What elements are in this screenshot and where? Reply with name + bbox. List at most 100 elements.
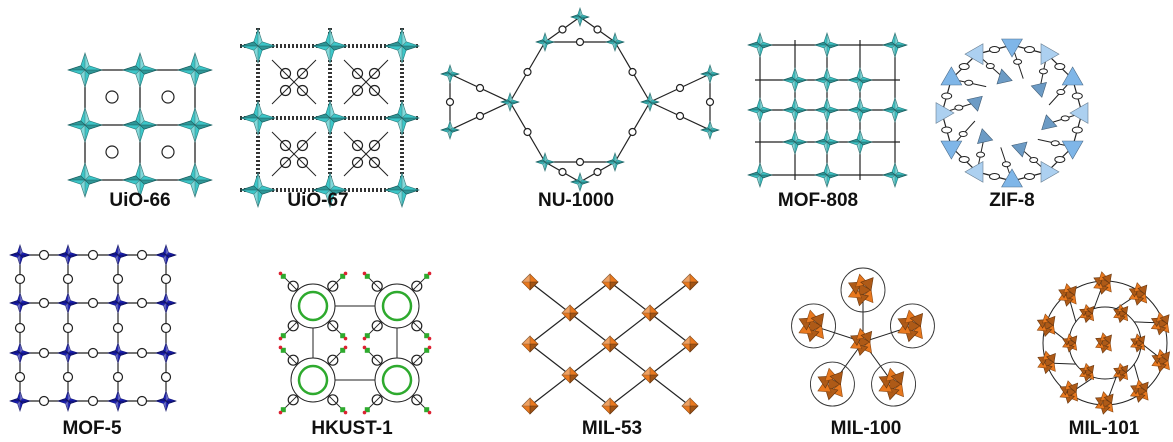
octahedron-face (190, 69, 196, 88)
octahedron-face (577, 181, 581, 192)
octahedron-face (649, 92, 653, 103)
zn-tetrahedron (1061, 140, 1084, 160)
tetrahedron-node (1065, 289, 1076, 301)
structure-mil100 (775, 262, 955, 422)
octahedron-face (579, 181, 590, 185)
supertetrahedron-cluster (1079, 362, 1095, 382)
octahedron-face (894, 44, 908, 49)
metal-cluster (814, 67, 840, 93)
imidazolate-ring (985, 63, 995, 70)
metal-cluster (535, 32, 555, 52)
octahedron-face (612, 161, 616, 172)
supertetrahedron-cluster (1113, 362, 1129, 382)
linker-ring (558, 167, 567, 177)
metal-cluster (700, 120, 720, 140)
metal-cluster (384, 28, 420, 64)
octahedron-face (240, 41, 259, 47)
octahedron-face (67, 400, 79, 404)
metal-cluster (9, 390, 31, 412)
octahedron-face (544, 152, 548, 163)
octahedron-face (107, 300, 119, 304)
octahedron-face (449, 73, 460, 77)
tetrahedron-node (1102, 397, 1112, 409)
octahedron-face (814, 138, 828, 143)
octahedron-face (859, 109, 873, 114)
imidazolate-ring (1071, 92, 1083, 100)
tetrahedron-node (1102, 334, 1112, 345)
octahedron-face (794, 141, 808, 146)
label-nu1000: NU-1000 (537, 190, 615, 211)
tetrahedron-node (889, 376, 902, 392)
tetrahedron-node (858, 282, 872, 298)
octahedron-face (542, 41, 546, 52)
octahedron-face (709, 120, 713, 131)
octahedron-face (84, 69, 103, 75)
metal-cluster (122, 107, 158, 143)
octahedron-face (65, 352, 69, 364)
octahedron-face (67, 254, 79, 258)
mof5-framework-diagram (9, 244, 177, 412)
al-chain-node (641, 366, 659, 384)
node-face-light (601, 273, 611, 283)
octahedron-face (756, 44, 761, 58)
linker-ring (136, 249, 148, 261)
octahedron-face (67, 65, 86, 71)
zn-tetrahedron (1001, 38, 1023, 58)
copper-node (424, 407, 430, 413)
node-face-dark (609, 343, 619, 353)
octahedron-face (401, 172, 407, 191)
linker-bond (609, 312, 651, 345)
octahedron-face (759, 44, 773, 49)
metal-cluster (177, 107, 213, 143)
copper-node (340, 347, 346, 353)
structure-uio66 (60, 40, 220, 198)
octahedron-face (507, 101, 511, 112)
node-face-dark (689, 343, 699, 353)
node-face-dark (569, 374, 579, 384)
metal-cluster (155, 342, 177, 364)
node-face-dark (529, 343, 539, 353)
metal-cluster (605, 152, 625, 172)
octahedron-face (823, 44, 828, 58)
octahedron-face (67, 352, 79, 356)
octahedron-face (194, 107, 200, 126)
octahedron-face (826, 141, 840, 146)
uio66-framework-diagram (67, 52, 213, 198)
octahedron-face (139, 124, 158, 130)
metal-cluster (57, 244, 79, 266)
octahedron-face (139, 52, 145, 71)
copper-node (424, 273, 430, 279)
oxygen-atom (343, 345, 348, 350)
structure-uio67 (240, 28, 420, 208)
octahedron-face (67, 342, 71, 354)
octahedron-face (449, 64, 453, 75)
tetrahedron-node (1066, 285, 1077, 297)
linker-bond (649, 374, 691, 407)
octahedron-face (440, 127, 451, 131)
supertetrahedron-cluster (1151, 348, 1170, 373)
tetrahedron-node (1136, 338, 1145, 348)
octahedron-face (165, 244, 169, 256)
octahedron-face (19, 244, 23, 256)
octahedron-face (117, 390, 121, 402)
linker-ring (87, 395, 99, 407)
octahedron-face (401, 189, 420, 195)
octahedron-face (165, 352, 177, 356)
octahedron-face (194, 124, 213, 130)
linker-ring (105, 145, 119, 159)
mof808-framework-diagram (747, 32, 908, 188)
octahedron-face (135, 69, 141, 88)
structure-mof5 (8, 243, 178, 418)
tetrahedron-node (859, 335, 871, 349)
linker-ring (475, 83, 485, 93)
linker-bond (649, 343, 691, 376)
octahedron-face (17, 302, 21, 314)
octahedron-face (57, 300, 69, 304)
octahedron-face (882, 106, 896, 111)
octahedron-face (325, 189, 331, 208)
imidazolate-ring (1013, 58, 1023, 65)
octahedron-face (814, 41, 828, 46)
octahedron-face (826, 109, 840, 114)
octahedron-face (139, 107, 145, 126)
octahedron-face (891, 174, 896, 188)
